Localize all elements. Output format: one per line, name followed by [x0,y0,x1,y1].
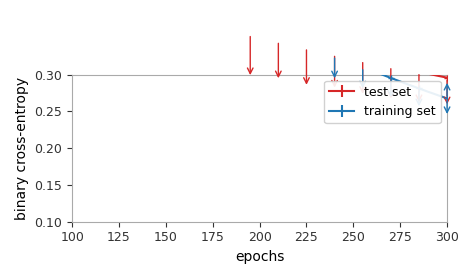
Legend: test set, training set: test set, training set [324,81,441,123]
Y-axis label: binary cross-entropy: binary cross-entropy [15,76,29,220]
X-axis label: epochs: epochs [235,250,284,264]
